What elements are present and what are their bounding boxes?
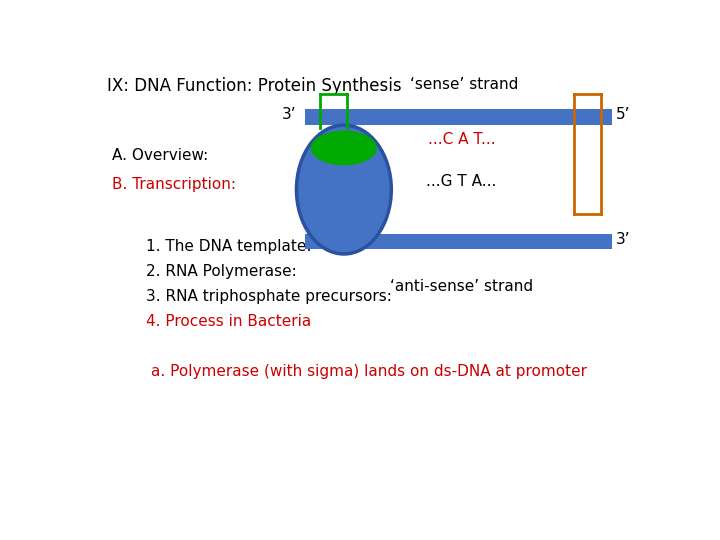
Text: 4. Process in Bacteria: 4. Process in Bacteria: [145, 314, 311, 329]
Text: ...G T A...: ...G T A...: [426, 174, 497, 188]
Text: B. Transcription:: B. Transcription:: [112, 177, 236, 192]
Text: 1. The DNA template:: 1. The DNA template:: [145, 239, 311, 254]
Text: 3. RNA triphosphate precursors:: 3. RNA triphosphate precursors:: [145, 289, 392, 305]
Bar: [305, 234, 612, 249]
Text: 5’: 5’: [616, 107, 630, 122]
Text: 3’: 3’: [616, 232, 630, 247]
Text: 2. RNA Polymerase:: 2. RNA Polymerase:: [145, 265, 297, 279]
Text: 3’: 3’: [282, 107, 297, 122]
Text: ‘anti-sense’ strand: ‘anti-sense’ strand: [390, 279, 533, 294]
Text: IX: DNA Function: Protein Synthesis: IX: DNA Function: Protein Synthesis: [107, 77, 401, 95]
Text: a. Polymerase (with sigma) lands on ds-DNA at promoter: a. Polymerase (with sigma) lands on ds-D…: [151, 364, 587, 379]
Text: ...C A T...: ...C A T...: [428, 132, 495, 147]
Text: ‘sense’ strand: ‘sense’ strand: [410, 77, 518, 92]
Text: A. Overview:: A. Overview:: [112, 148, 209, 163]
Ellipse shape: [312, 131, 377, 165]
Bar: [305, 109, 612, 125]
Ellipse shape: [297, 125, 392, 254]
